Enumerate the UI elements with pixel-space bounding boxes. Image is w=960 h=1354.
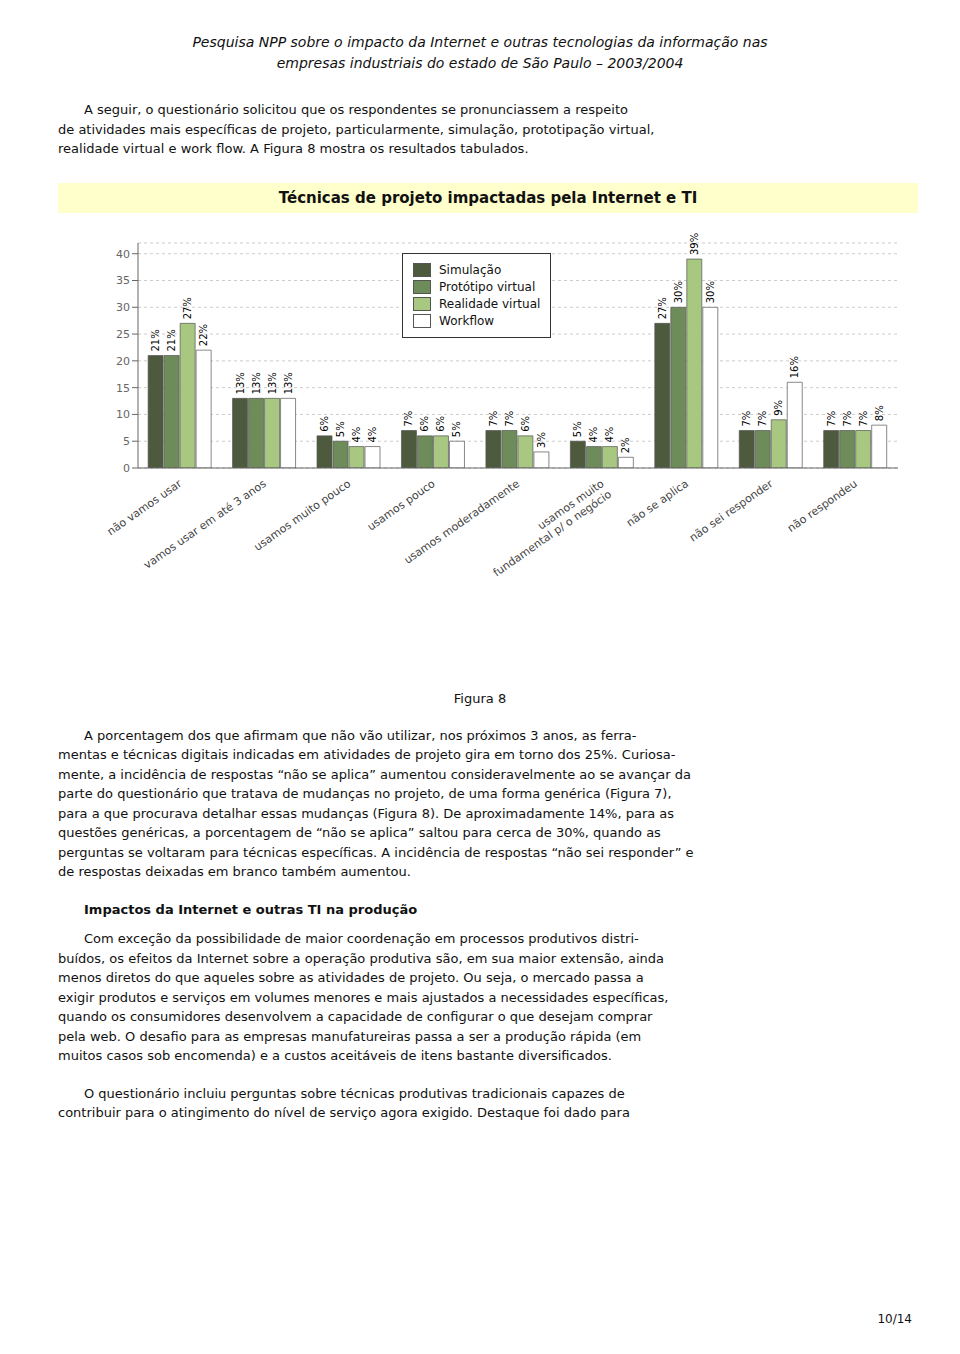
html-text:Workflow: Workflow: [439, 313, 495, 328]
svg-text:não sei responder: não sei responder: [687, 476, 776, 544]
html-text:O questionário incluiu pergunt: O questionário incluiu perguntas sobre t…: [58, 1085, 630, 1120]
svg-text:9%: 9%: [773, 399, 784, 415]
svg-text:6%: 6%: [419, 415, 430, 431]
html-text:Protótipo virtual: Protótipo virtual: [439, 279, 536, 294]
svg-text:13%: 13%: [235, 372, 246, 394]
svg-text:4%: 4%: [588, 426, 599, 442]
svg-text:8%: 8%: [874, 405, 885, 421]
svg-text:5%: 5%: [451, 421, 462, 437]
svg-text:4%: 4%: [351, 426, 362, 442]
html-text:Impactos da Internet e outras: Impactos da Internet e outras TI na prod…: [84, 901, 418, 917]
svg-text:7%: 7%: [741, 410, 752, 426]
svg-text:não respondeu: não respondeu: [785, 477, 860, 535]
svg-text:15: 15: [116, 381, 130, 394]
svg-text:7%: 7%: [403, 410, 414, 426]
html-text:Figura 8: Figura 8: [453, 690, 507, 706]
html-text:Com exceção da possibilidade d: Com exceção da possibilidade de maior co…: [58, 931, 669, 1063]
svg-text:usamos pouco: usamos pouco: [365, 476, 438, 532]
html-text:Realidade virtual: Realidade virtual: [439, 296, 541, 311]
svg-text:5%: 5%: [572, 421, 583, 437]
html-text:10/14: 10/14: [877, 1312, 912, 1326]
svg-text:30: 30: [116, 301, 130, 314]
svg-text:16%: 16%: [789, 356, 800, 378]
svg-text:usamos moderadamente: usamos moderadamente: [402, 476, 523, 566]
svg-text:6%: 6%: [435, 415, 446, 431]
svg-text:27%: 27%: [657, 297, 668, 319]
svg-text:5%: 5%: [335, 421, 346, 437]
svg-text:30%: 30%: [673, 281, 684, 303]
svg-text:3%: 3%: [536, 432, 547, 448]
svg-text:39%: 39%: [689, 232, 700, 254]
svg-text:7%: 7%: [488, 410, 499, 426]
svg-text:7%: 7%: [842, 410, 853, 426]
svg-text:21%: 21%: [166, 329, 177, 351]
svg-text:5: 5: [123, 435, 130, 448]
svg-text:não se aplica: não se aplica: [624, 477, 691, 529]
svg-text:7%: 7%: [858, 410, 869, 426]
svg-text:6%: 6%: [319, 415, 330, 431]
html-text:A seguir, o questionário solic: A seguir, o questionário solicitou que o…: [58, 102, 655, 156]
svg-text:35: 35: [116, 274, 130, 287]
svg-text:usamos muito pouco: usamos muito pouco: [252, 476, 354, 553]
svg-text:10: 10: [116, 408, 130, 421]
svg-text:25: 25: [116, 327, 130, 340]
svg-text:13%: 13%: [251, 372, 262, 394]
html-text:Simulação: Simulação: [439, 262, 502, 277]
svg-text:4%: 4%: [367, 426, 378, 442]
svg-text:não vamos usar: não vamos usar: [105, 476, 185, 537]
svg-text:21%: 21%: [150, 329, 161, 351]
svg-text:22%: 22%: [198, 323, 209, 345]
svg-text:7%: 7%: [757, 410, 768, 426]
svg-text:2%: 2%: [620, 437, 631, 453]
svg-text:vamos usar em até 3 anos: vamos usar em até 3 anos: [141, 476, 269, 571]
svg-text:6%: 6%: [520, 415, 531, 431]
svg-text:30%: 30%: [705, 281, 716, 303]
svg-text:13%: 13%: [283, 372, 294, 394]
svg-text:0: 0: [123, 461, 130, 474]
html-text:Pesquisa NPP sobre o impacto d: Pesquisa NPP sobre o impacto da Internet…: [192, 34, 768, 50]
svg-text:13%: 13%: [267, 372, 278, 394]
svg-text:27%: 27%: [182, 297, 193, 319]
svg-text:7%: 7%: [504, 410, 515, 426]
svg-text:4%: 4%: [604, 426, 615, 442]
svg-text:7%: 7%: [826, 410, 837, 426]
svg-text:usamos muitofundamental p/ o n: usamos muitofundamental p/ o negócio: [483, 476, 614, 579]
html-text:empresas industriais do estado: empresas industriais do estado de São Pa…: [276, 55, 684, 71]
html-text:Técnicas de projeto impactadas: Técnicas de projeto impactadas pela Inte…: [278, 188, 698, 207]
html-text:A porcentagem dos que afirmam: A porcentagem dos que afirmam que não vã…: [58, 727, 694, 879]
svg-text:20: 20: [116, 354, 130, 367]
svg-text:40: 40: [116, 247, 130, 260]
